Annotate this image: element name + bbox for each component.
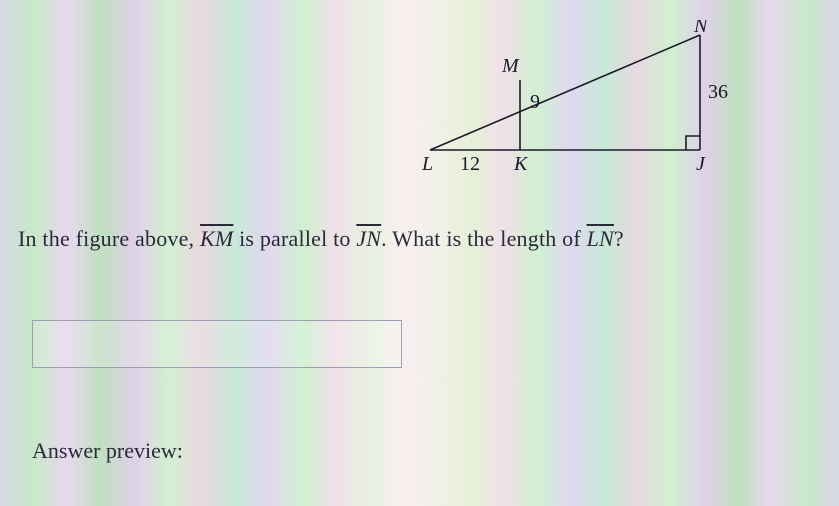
answer-input[interactable] [32,320,402,368]
answer-preview-label: Answer preview: [32,438,183,464]
measure-mk: 9 [530,91,540,113]
question-mid1: is parallel to [233,226,356,251]
segment-ln [430,35,700,150]
label-m: M [501,55,520,77]
label-k: K [513,153,529,175]
question-suffix: ? [614,226,624,251]
question-prefix: In the figure above, [18,226,200,251]
measure-lk: 12 [460,153,480,175]
question-text: In the figure above, KM is parallel to J… [18,226,624,252]
triangle-svg: L K J M N 12 9 36 [400,20,750,180]
question-mid2: . What is the length of [381,226,586,251]
segment-ln-text: LN [587,226,614,251]
segment-jn-text: JN [356,226,381,251]
label-l: L [421,153,433,175]
label-n: N [693,20,709,37]
geometry-figure: L K J M N 12 9 36 [400,20,750,180]
right-angle-marker [686,136,700,150]
measure-nj: 36 [708,81,728,103]
label-j: J [696,153,706,175]
segment-km-text: KM [200,226,233,251]
